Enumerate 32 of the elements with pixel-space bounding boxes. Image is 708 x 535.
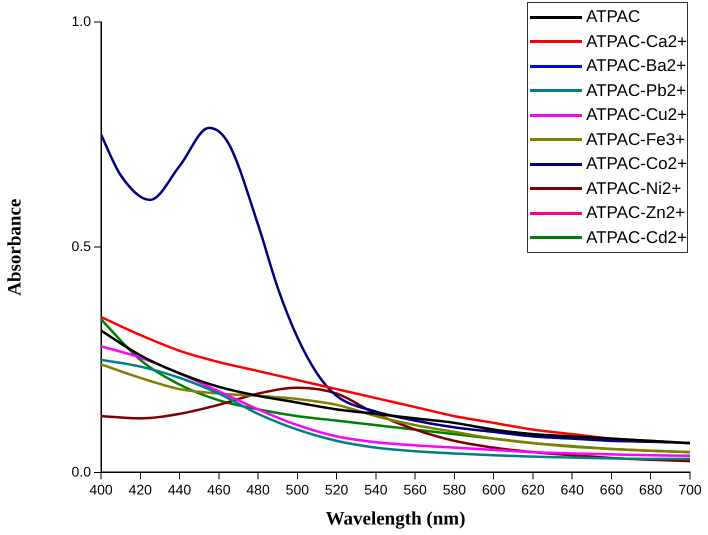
line-series: [101, 126, 690, 444]
y-tick-label: 0.5: [72, 238, 92, 254]
x-tick-label: 700: [678, 482, 702, 498]
x-tick-label: 440: [168, 482, 192, 498]
legend-label: ATPAC-Fe3+: [586, 130, 686, 150]
x-axis-title: Wavelength (nm): [326, 508, 466, 530]
x-tick-label: 620: [521, 482, 545, 498]
x-tick-label: 580: [442, 482, 466, 498]
y-tick-label: 0.0: [72, 463, 92, 480]
legend-label: ATPAC-Cd2+: [586, 228, 687, 248]
x-tick-label: 400: [89, 482, 113, 498]
x-tick-label: 640: [560, 482, 584, 498]
x-tick-label: 660: [600, 482, 624, 498]
x-tick-label: 500: [286, 482, 310, 498]
x-tick-label: 600: [482, 482, 506, 498]
legend-label: ATPAC-Cu2+: [586, 105, 687, 126]
x-tick-label: 540: [364, 482, 388, 498]
x-tick-label: 420: [128, 482, 152, 498]
x-tick-label: 560: [403, 482, 428, 498]
x-tick-label: 480: [246, 482, 270, 498]
legend-label: ATPAC-Ca2+: [586, 32, 687, 52]
legend-label: ATPAC-Zn2+: [586, 203, 686, 224]
y-tick-label: 1.0: [72, 12, 92, 29]
x-tick-label: 460: [207, 482, 231, 498]
legend-label: ATPAC: [586, 7, 640, 28]
x-tick-label: 680: [639, 482, 663, 498]
legend-label: ATPAC-Ba2+: [586, 56, 686, 76]
legend-label: ATPAC-Co2+: [586, 154, 687, 174]
y-axis-title: Absorbance: [4, 198, 26, 296]
legend-label: ATPAC-Ni2+: [586, 178, 682, 199]
x-tick-label: 520: [324, 482, 348, 498]
legend-label: ATPAC-Pb2+: [586, 80, 686, 101]
